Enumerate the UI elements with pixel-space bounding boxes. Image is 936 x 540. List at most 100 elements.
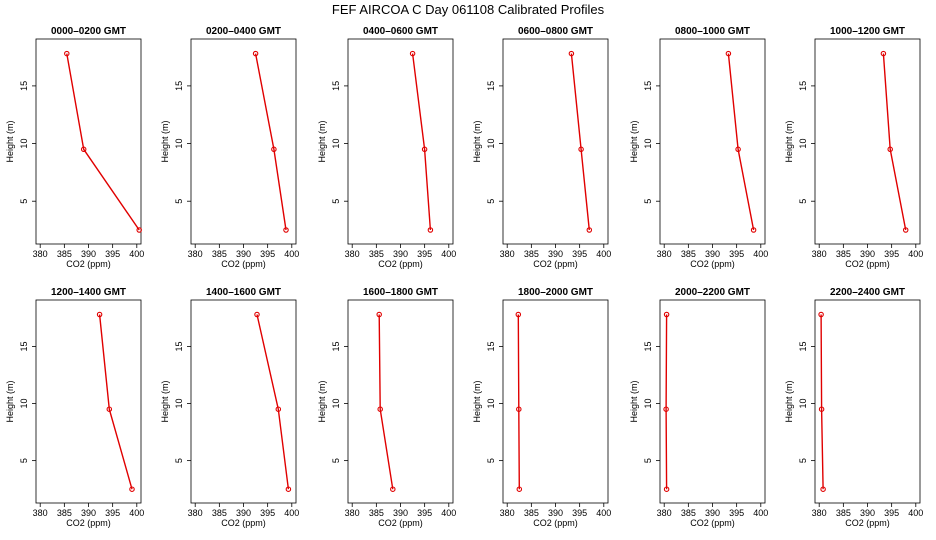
x-tick-label: 395 (417, 508, 432, 518)
x-axis-label: CO2 (ppm) (378, 259, 423, 269)
x-axis-label: CO2 (ppm) (533, 259, 578, 269)
y-tick-label: 5 (174, 458, 184, 463)
x-tick-label: 390 (705, 249, 720, 259)
y-axis-label: Height (m) (160, 380, 170, 422)
y-tick-label: 15 (174, 341, 184, 351)
plot-frame (347, 38, 454, 245)
y-tick-label: 5 (331, 458, 341, 463)
y-axis-label: Height (m) (472, 120, 482, 162)
y-tick-label: 10 (19, 399, 29, 409)
x-tick-label: 400 (441, 249, 456, 259)
x-tick-label: 400 (284, 249, 299, 259)
data-point (254, 311, 260, 318)
series-line (256, 314, 290, 490)
profile-panel: 1800–2000 GMT 380 385 390 395 400 5 10 15 CO2 (pp… (472, 287, 611, 528)
y-tick-label: 10 (174, 139, 184, 149)
panel-title: 1000–1200 GMT (830, 26, 905, 37)
series-line (570, 53, 590, 231)
x-tick-label: 385 (681, 249, 696, 259)
data-point (663, 406, 669, 412)
panel-title: 0400–0600 GMT (363, 26, 438, 37)
x-tick-label: 380 (657, 249, 672, 259)
series-line (411, 53, 432, 231)
data-point (880, 50, 887, 57)
data-point (735, 146, 741, 153)
y-tick-label: 10 (798, 139, 808, 149)
x-tick-label: 380 (500, 249, 515, 259)
x-tick-label: 385 (57, 508, 72, 518)
data-point (129, 486, 135, 492)
plot-frame (190, 38, 297, 245)
plot-frame (659, 299, 766, 504)
data-point (376, 311, 382, 318)
x-tick-label: 395 (572, 508, 587, 518)
y-tick-label: 10 (643, 399, 653, 409)
panel-title: 0600–0800 GMT (518, 26, 593, 37)
x-tick-label: 390 (705, 508, 720, 518)
data-point (725, 50, 732, 57)
y-tick-label: 5 (643, 199, 653, 204)
data-point (515, 311, 522, 318)
series-line (727, 53, 755, 231)
x-tick-label: 400 (753, 508, 768, 518)
profile-panel: 0400–0600 GMT 380 385 390 395 400 5 10 15 CO2 (pp… (317, 26, 456, 269)
x-tick-label: 400 (908, 249, 923, 259)
panel-title: 0200–0400 GMT (206, 26, 281, 37)
plot-frame (190, 299, 297, 504)
plot-frame (347, 299, 454, 504)
profile-panel: 0000–0200 GMT 380 385 390 395 400 5 10 15 CO2 (pp… (5, 26, 144, 269)
data-point (586, 227, 593, 233)
y-axis-label: Height (m) (472, 380, 482, 422)
panel-title: 1800–2000 GMT (518, 287, 593, 298)
x-tick-label: 385 (524, 508, 539, 518)
x-axis-label: CO2 (ppm) (66, 518, 111, 528)
data-point (390, 486, 396, 492)
y-tick-label: 15 (19, 81, 29, 91)
data-point (818, 406, 825, 412)
data-point (578, 146, 584, 153)
plot-frame (35, 38, 142, 245)
panel-title: 1400–1600 GMT (206, 287, 281, 298)
x-axis-label: CO2 (ppm) (66, 259, 111, 269)
x-tick-label: 400 (441, 508, 456, 518)
x-tick-label: 400 (129, 249, 144, 259)
plot-frame (814, 299, 921, 504)
x-tick-label: 400 (596, 508, 611, 518)
x-tick-label: 385 (524, 249, 539, 259)
x-axis-label: CO2 (ppm) (533, 518, 578, 528)
panel-title: 2000–2200 GMT (675, 287, 750, 298)
panel-grid: 0000–0200 GMT 380 385 390 395 400 5 10 15 CO2 (pp… (5, 26, 923, 528)
data-point (64, 50, 70, 57)
y-tick-label: 5 (643, 458, 653, 463)
x-tick-label: 390 (548, 508, 563, 518)
x-tick-label: 385 (212, 508, 227, 518)
x-tick-label: 390 (236, 249, 251, 259)
x-tick-label: 385 (369, 508, 384, 518)
data-point (80, 146, 87, 153)
x-tick-label: 395 (105, 249, 120, 259)
y-axis-label: Height (m) (784, 120, 794, 162)
series-line (98, 314, 133, 490)
x-tick-label: 385 (369, 249, 384, 259)
series-line (517, 314, 520, 490)
data-point (409, 50, 416, 57)
x-tick-label: 400 (129, 508, 144, 518)
data-point (271, 146, 277, 153)
y-axis-label: Height (m) (317, 380, 327, 422)
x-tick-label: 380 (33, 508, 48, 518)
y-axis-label: Height (m) (5, 380, 15, 422)
x-tick-label: 380 (657, 508, 672, 518)
y-tick-label: 10 (331, 399, 341, 409)
x-tick-label: 390 (393, 508, 408, 518)
y-tick-label: 10 (174, 399, 184, 409)
series-line (820, 314, 824, 490)
y-tick-label: 10 (331, 139, 341, 149)
y-axis-label: Height (m) (5, 120, 15, 162)
y-tick-label: 5 (486, 199, 496, 204)
x-tick-label: 395 (417, 249, 432, 259)
data-point (663, 486, 670, 492)
x-tick-label: 385 (212, 249, 227, 259)
y-tick-label: 15 (643, 81, 653, 91)
y-tick-label: 10 (643, 139, 653, 149)
data-point (887, 146, 893, 153)
